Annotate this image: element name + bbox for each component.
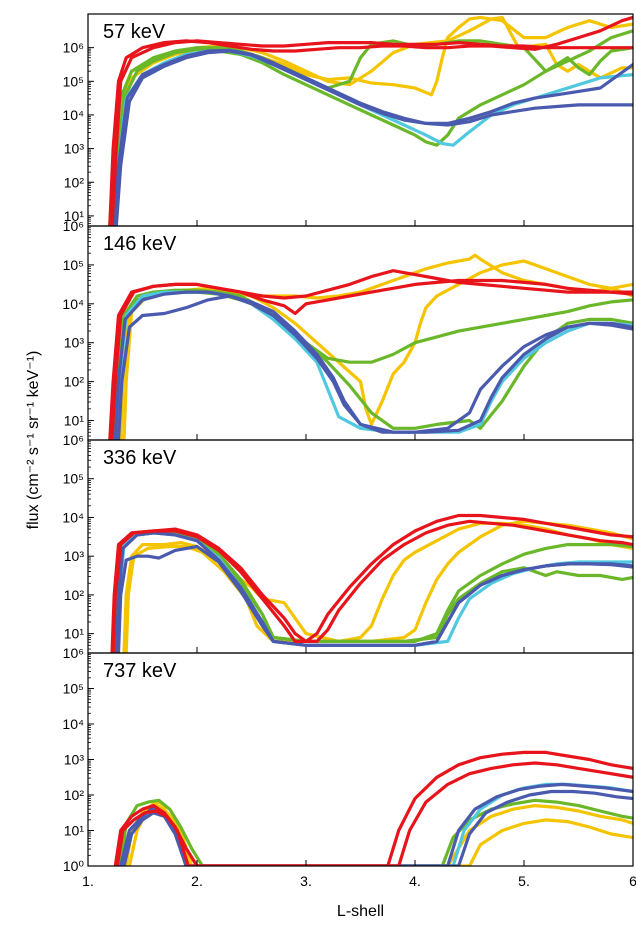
y-tick-label: 10⁴ [62,107,84,123]
y-axis-title: flux (cm⁻² s⁻¹ sr⁻¹ keV⁻¹) [25,351,42,530]
x-axis: 1. 2. 3. 4. 5. 6 [82,873,636,889]
series-line-6 [112,48,633,226]
x-tick-label: 6 [629,873,636,889]
y-tick-label: 10³ [64,752,85,768]
series-line-8 [115,761,633,866]
y-tick-label: 10⁵ [63,681,84,697]
x-tick-label: 3. [300,873,312,889]
series-line-9 [111,519,633,653]
series-line-6 [122,789,633,866]
panel-series [108,253,633,440]
y-tick-label: 10⁵ [63,257,84,273]
y-tick-label: 10² [64,174,85,190]
y-tick-label: 10² [64,587,85,603]
series-line-7 [113,750,633,866]
series-line-8 [108,278,633,440]
panel-2: 10¹ 10² 10³ 10⁴ 10⁵ 10⁶ 146 keV [62,218,634,441]
series-line-4 [113,531,633,653]
y-tick-label: 10¹ [64,823,85,839]
panel-4: 10⁰ 10¹ 10² 10³ 10⁴ 10⁵ 10⁶ 737 keV [62,645,634,874]
y-tick-label: 10⁰ [63,858,85,874]
panel-1: 10¹ 10² 10³ 10⁴ 10⁵ 10⁶ 57 keV [62,13,634,227]
series-line-9 [110,269,633,440]
series-line-7 [116,544,633,653]
y-tick-label: 10² [64,787,85,803]
series-line-5 [112,49,633,226]
x-tick-label: 1. [82,873,94,889]
y-tick-label: 10⁶ [63,645,84,661]
series-line-3 [112,531,633,653]
series-line-7 [114,49,633,226]
y-tick-label: 10⁵ [63,471,84,487]
series-line-6 [113,290,633,440]
y-tick-label: 10³ [64,548,85,564]
panel-series [113,750,633,866]
series-line-5 [119,782,633,866]
y-tick-label: 10⁴ [62,509,84,525]
y-tick-label: 10⁶ [63,218,84,234]
panel-3: 10¹ 10² 10³ 10⁴ 10⁵ 10⁶ 336 keV [62,432,634,654]
series-line-3 [119,798,633,866]
y-tick-label: 10⁴ [62,296,84,312]
panel-series [110,513,633,653]
y-tick-label: 10⁵ [63,73,84,89]
panel-energy-label: 146 keV [103,233,177,255]
series-line-4 [121,782,633,866]
y-tick-label: 10¹ [64,413,85,429]
y-tick-label: 10⁶ [63,40,84,56]
y-tick-label: 10¹ [64,208,85,224]
y-tick-label: 10⁴ [62,716,84,732]
panel-series [108,15,633,226]
series-line-2 [124,521,633,653]
series-line-3 [108,39,633,226]
y-tick-label: 10¹ [64,626,85,642]
panel-frame [87,652,634,867]
series-line-7 [116,294,633,440]
series-line-2 [127,800,633,866]
x-tick-label: 4. [409,873,421,889]
y-tick-label: 10² [64,374,85,390]
panel-energy-label: 57 keV [103,21,166,43]
series-line-1 [124,802,633,866]
series-line-4 [110,29,633,226]
series-line-9 [110,39,633,226]
x-tick-label: 2. [191,873,203,889]
panel-energy-label: 336 keV [103,447,177,469]
y-tick-label: 10⁶ [63,432,84,448]
y-tick-label: 10³ [64,141,85,157]
x-tick-label: 5. [518,873,530,889]
panel-energy-label: 737 keV [103,660,177,682]
y-tick-label: 10³ [64,335,85,351]
x-axis-title: L-shell [337,903,384,920]
